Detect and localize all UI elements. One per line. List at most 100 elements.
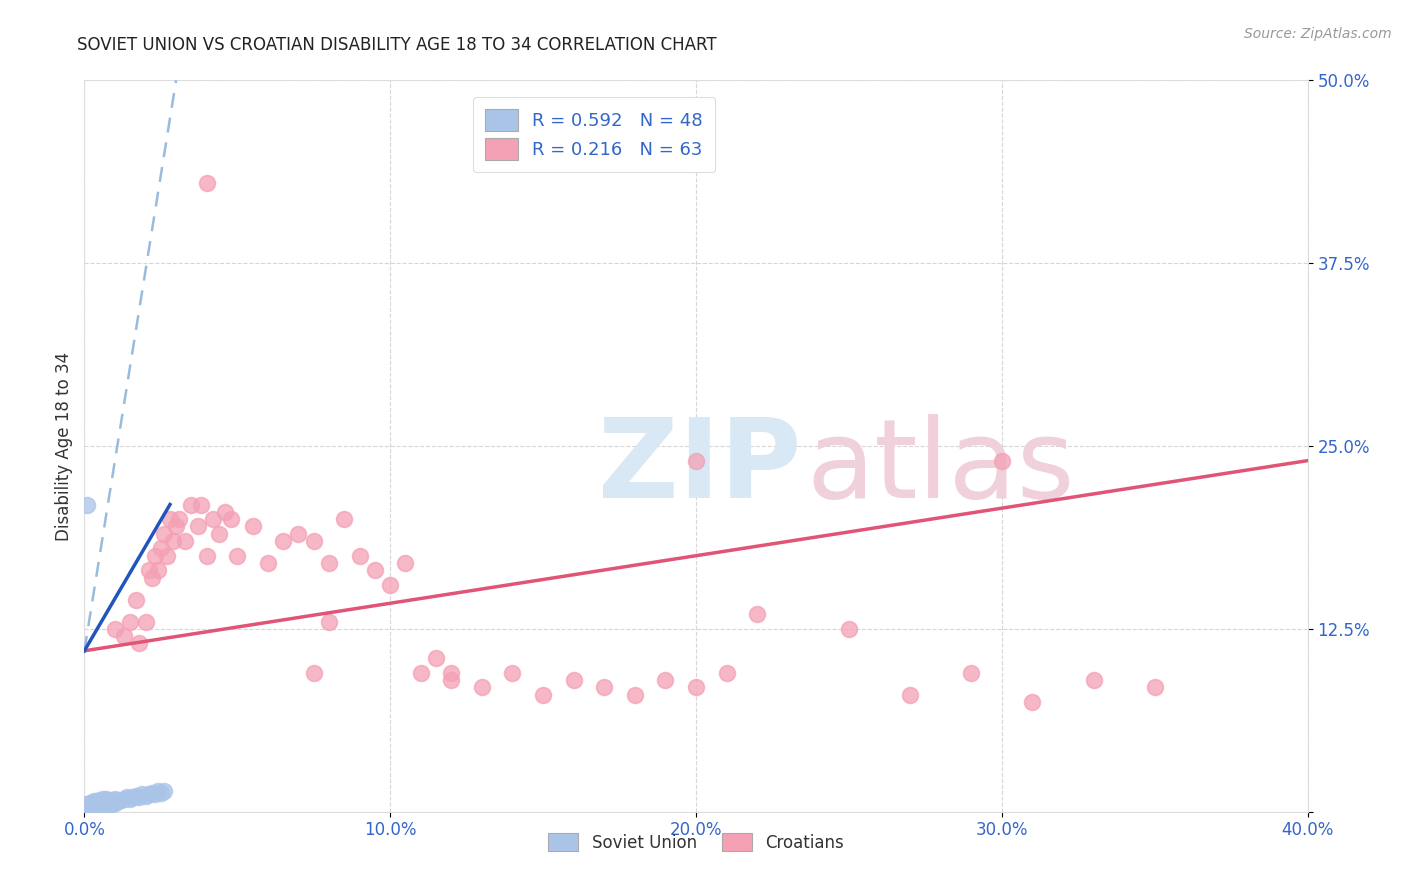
Point [898, 688, 921, 702]
Point [153, 784, 176, 798]
Point [76, 805, 98, 819]
Point [135, 789, 157, 803]
Point [149, 786, 172, 800]
Point [76, 802, 98, 816]
Point [76, 498, 98, 512]
Point [208, 526, 231, 541]
Point [242, 519, 264, 533]
Point [190, 498, 212, 512]
Point [79, 796, 101, 810]
Point [104, 796, 127, 810]
Point [120, 615, 142, 629]
Y-axis label: Disability Age 18 to 34: Disability Age 18 to 34 [55, 351, 73, 541]
Point [83, 802, 105, 816]
Point [214, 505, 236, 519]
Point [159, 512, 181, 526]
Point [685, 681, 707, 695]
Point [131, 787, 153, 801]
Point [747, 607, 769, 622]
Point [685, 453, 707, 467]
Point [143, 787, 166, 801]
Point [104, 622, 127, 636]
Point [120, 791, 142, 805]
Point [1083, 673, 1105, 687]
Point [180, 498, 202, 512]
Point [91, 798, 114, 813]
Point [86, 800, 108, 814]
Point [79, 803, 101, 817]
Point [112, 791, 135, 805]
Point [94, 796, 117, 810]
Text: Source: ZipAtlas.com: Source: ZipAtlas.com [1244, 27, 1392, 41]
Point [201, 512, 224, 526]
Point [128, 636, 150, 650]
Point [271, 534, 294, 549]
Point [91, 791, 114, 805]
Point [287, 526, 309, 541]
Point [716, 665, 738, 680]
Point [76, 800, 98, 814]
Point [440, 673, 463, 687]
Point [141, 786, 163, 800]
Point [146, 784, 169, 798]
Point [153, 526, 176, 541]
Point [86, 795, 108, 809]
Point [186, 519, 208, 533]
Point [89, 800, 111, 814]
Point [91, 796, 114, 810]
Point [89, 793, 111, 807]
Point [1143, 681, 1166, 695]
Point [302, 534, 325, 549]
Point [162, 534, 184, 549]
Point [471, 681, 494, 695]
Point [960, 665, 983, 680]
Point [364, 563, 387, 577]
Point [174, 534, 197, 549]
Point [226, 549, 249, 563]
Point [141, 571, 163, 585]
Point [654, 673, 676, 687]
Point [138, 787, 160, 801]
Point [83, 795, 105, 809]
Point [138, 563, 160, 577]
Point [107, 795, 129, 809]
Point [531, 688, 554, 702]
Point [219, 512, 242, 526]
Point [97, 797, 120, 812]
Point [125, 789, 148, 803]
Point [94, 791, 117, 805]
Point [83, 797, 105, 812]
Point [440, 665, 463, 680]
Point [425, 651, 447, 665]
Point [1021, 695, 1043, 709]
Point [380, 578, 402, 592]
Point [89, 797, 111, 812]
Point [349, 549, 371, 563]
Point [991, 453, 1014, 467]
Point [149, 541, 172, 556]
Point [112, 629, 135, 643]
Point [83, 798, 105, 813]
Point [167, 512, 190, 526]
Point [593, 681, 616, 695]
Point [128, 790, 150, 805]
Text: ZIP: ZIP [598, 415, 801, 522]
Point [257, 556, 280, 570]
Point [94, 798, 117, 813]
Point [302, 665, 325, 680]
Point [562, 673, 585, 687]
Point [104, 791, 127, 805]
Text: atlas: atlas [806, 415, 1074, 522]
Point [624, 688, 647, 702]
Point [125, 592, 148, 607]
Point [409, 665, 432, 680]
Point [143, 549, 166, 563]
Point [76, 797, 98, 812]
Point [165, 519, 187, 533]
Point [79, 800, 101, 814]
Legend: Soviet Union, Croatians: Soviet Union, Croatians [541, 826, 851, 858]
Point [101, 793, 124, 807]
Point [195, 549, 218, 563]
Point [146, 563, 169, 577]
Point [318, 615, 340, 629]
